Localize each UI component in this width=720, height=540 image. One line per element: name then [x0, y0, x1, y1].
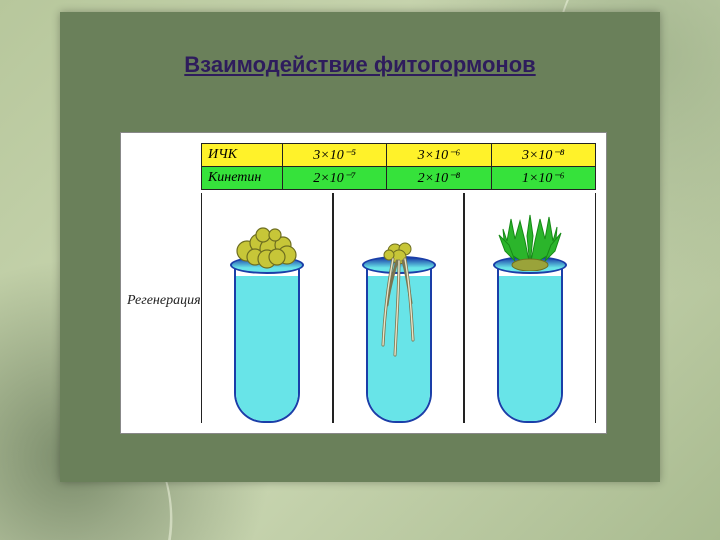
culture-medium — [236, 276, 298, 421]
table-cell: 2×10⁻⁸ — [387, 167, 491, 190]
vessel-cell-roots — [333, 193, 465, 423]
shoots-icon — [485, 211, 575, 271]
y-axis-label: Регенерация — [127, 293, 201, 309]
concentration-table: ИЧК 3×10⁻⁵ 3×10⁻⁶ 3×10⁻⁸ Кинетин 2×10⁻⁷ … — [201, 143, 596, 190]
slide-background: Взаимодействие фитогормонов ИЧК 3×10⁻⁵ 3… — [0, 0, 720, 540]
table-row-kinetin: Кинетин 2×10⁻⁷ 2×10⁻⁸ 1×10⁻⁶ — [202, 167, 596, 190]
table-cell: 2×10⁻⁷ — [283, 167, 387, 190]
table-cell: 3×10⁻⁸ — [491, 144, 595, 167]
callus-icon — [227, 221, 307, 271]
test-tube — [234, 261, 300, 423]
experiment-figure: ИЧК 3×10⁻⁵ 3×10⁻⁶ 3×10⁻⁸ Кинетин 2×10⁻⁷ … — [120, 132, 607, 434]
culture-medium — [499, 276, 561, 421]
row-label: Кинетин — [202, 167, 283, 190]
vessel-row — [201, 193, 596, 423]
roots-icon — [359, 235, 439, 365]
table-row-iaa: ИЧК 3×10⁻⁵ 3×10⁻⁶ 3×10⁻⁸ — [202, 144, 596, 167]
root-growth — [359, 235, 439, 370]
table-cell: 1×10⁻⁶ — [491, 167, 595, 190]
row-label: ИЧК — [202, 144, 283, 167]
vessel-cell-shoots — [464, 193, 596, 423]
callus-growth — [227, 221, 307, 276]
content-panel: Взаимодействие фитогормонов ИЧК 3×10⁻⁵ 3… — [60, 12, 660, 482]
table-cell: 3×10⁻⁵ — [283, 144, 387, 167]
slide-title: Взаимодействие фитогормонов — [60, 52, 660, 78]
test-tube — [497, 261, 563, 423]
shoot-growth — [485, 211, 575, 276]
table-cell: 3×10⁻⁶ — [387, 144, 491, 167]
vessel-cell-callus — [201, 193, 333, 423]
